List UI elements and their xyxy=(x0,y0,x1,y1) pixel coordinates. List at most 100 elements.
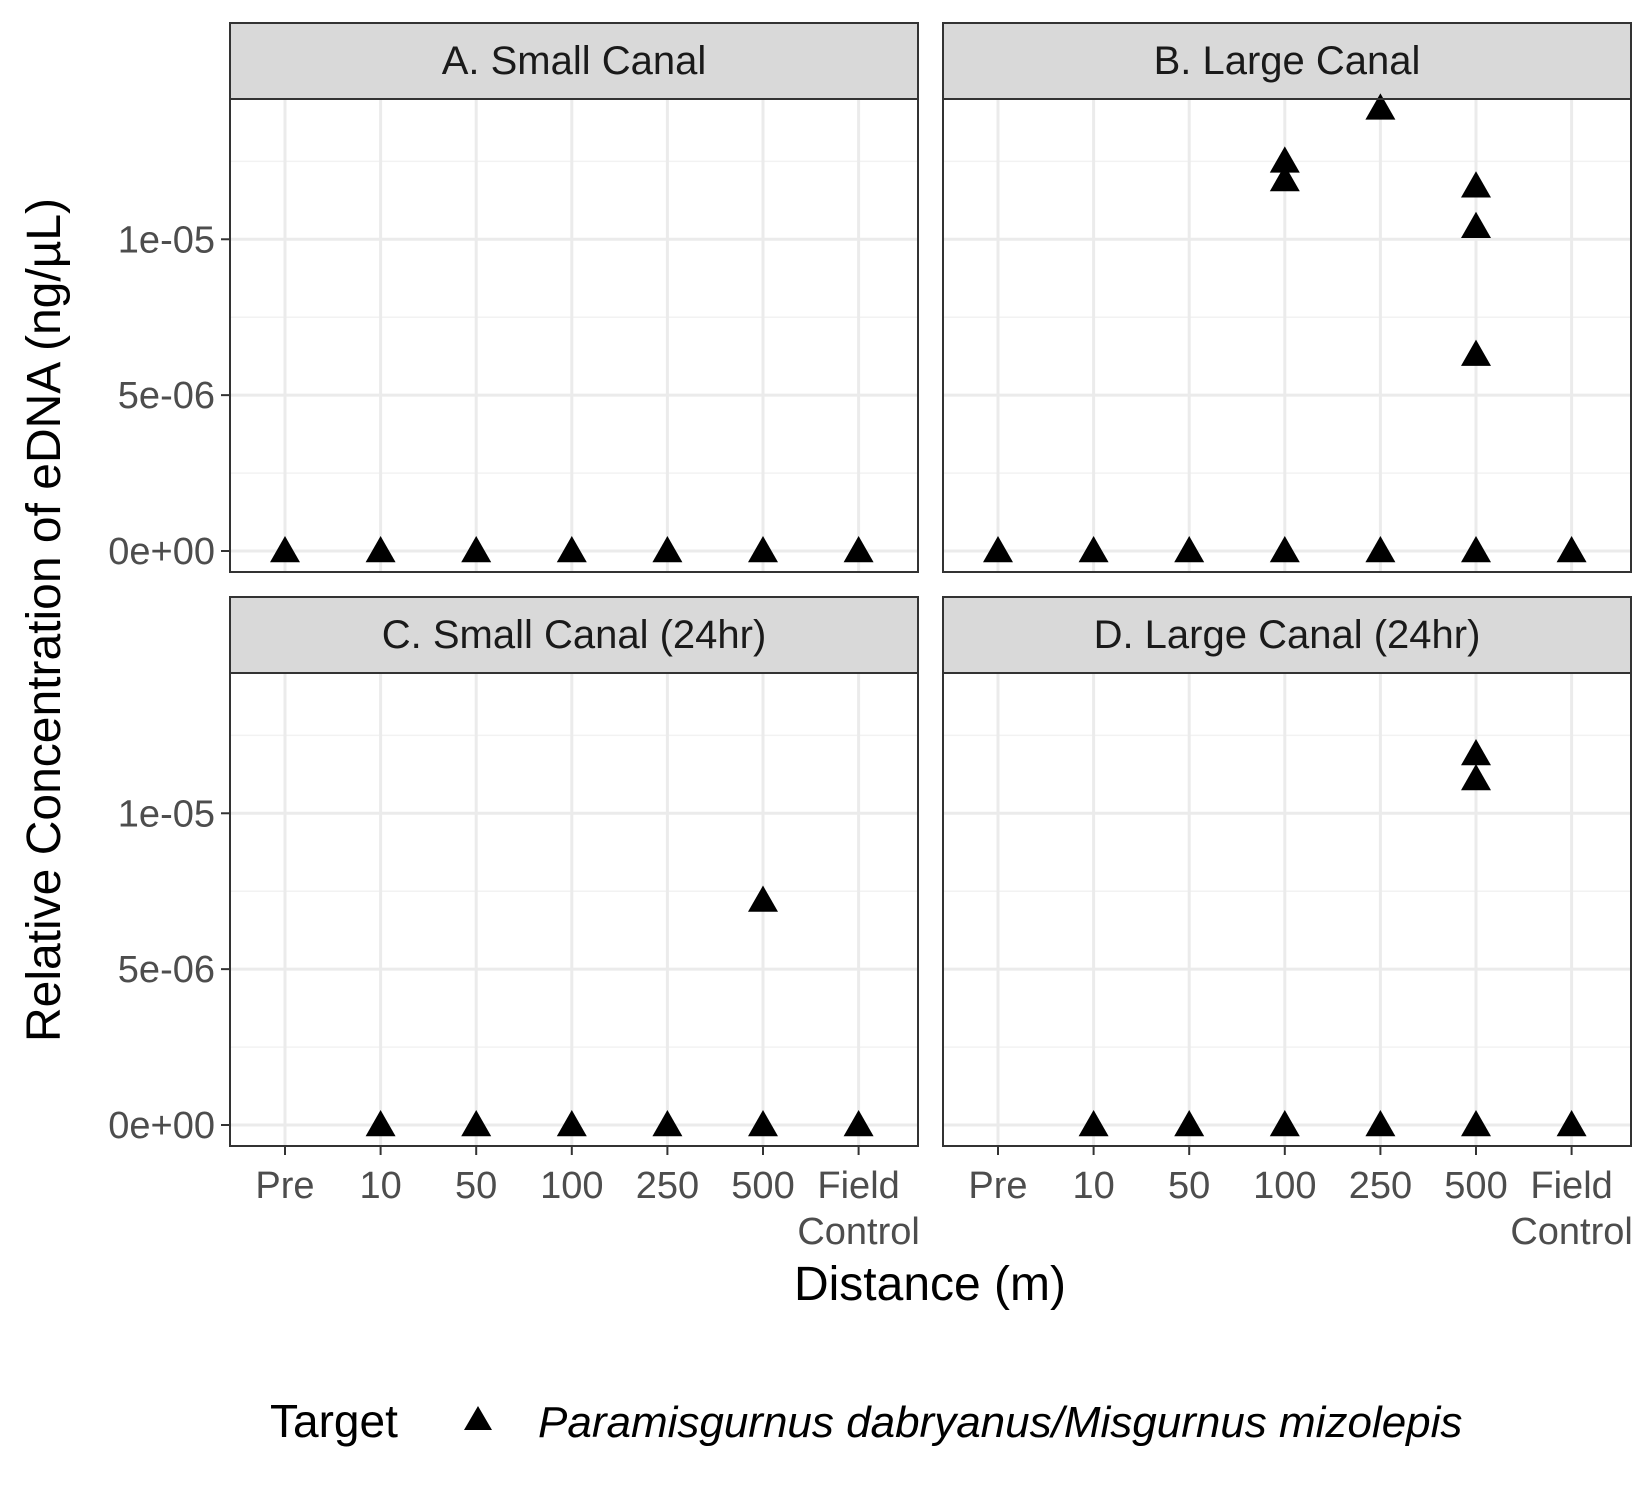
panel-border xyxy=(229,672,919,1147)
data-point xyxy=(748,1110,778,1137)
x-tick-label-line: Control xyxy=(797,1211,920,1253)
data-point xyxy=(1078,1110,1109,1137)
data-point xyxy=(1365,536,1396,563)
x-tick-label: 50 xyxy=(1168,1165,1210,1207)
x-tick-label: 500 xyxy=(1444,1165,1507,1207)
data-point xyxy=(1556,536,1587,563)
panel-2: B. Large Canal xyxy=(942,22,1632,573)
x-tick-label-line: 50 xyxy=(455,1165,497,1207)
data-point xyxy=(843,536,874,563)
data-point xyxy=(1269,146,1300,173)
y-tick-label: 1e-05 xyxy=(118,793,215,835)
data-point xyxy=(556,1110,587,1137)
y-axis-title: Relative Concentration of eDNA (ng/µL) xyxy=(18,198,71,1042)
y-tick-label: 1e-05 xyxy=(118,219,215,261)
x-tick-label: 100 xyxy=(1253,1165,1316,1207)
x-axis-title: Distance (m) xyxy=(794,1258,1066,1311)
data-point xyxy=(461,536,492,563)
x-tick-label: Pre xyxy=(255,1165,314,1207)
x-tick-label-line: 250 xyxy=(1349,1165,1412,1207)
x-tick-label-line: Pre xyxy=(968,1165,1027,1207)
y-tick-label: 0e+00 xyxy=(108,531,215,573)
x-tick-label: 10 xyxy=(359,1165,401,1207)
panel-1: A. Small Canal xyxy=(229,22,919,573)
x-tick-label: 250 xyxy=(636,1165,699,1207)
panel-title: D. Large Canal (24hr) xyxy=(1094,613,1481,657)
x-tick-label: 10 xyxy=(1072,1165,1114,1207)
x-tick-label-line: Control xyxy=(1510,1211,1633,1253)
panel-title: C. Small Canal (24hr) xyxy=(382,613,767,657)
y-tick-label: 5e-06 xyxy=(118,375,215,417)
panel-strip xyxy=(229,22,919,100)
panel-background xyxy=(943,673,1631,1146)
legend: Target Paramisgurnus dabryanus/Misgurnus… xyxy=(270,1395,1462,1447)
x-tick-label-line: 250 xyxy=(636,1165,699,1207)
panel-background xyxy=(230,673,918,1146)
x-tick-label: Pre xyxy=(968,1165,1027,1207)
data-point xyxy=(556,536,587,563)
x-tick-label: 50 xyxy=(455,1165,497,1207)
data-point xyxy=(1461,171,1491,198)
data-point xyxy=(461,1110,492,1137)
data-point xyxy=(1461,211,1491,239)
y-tick-label: 0e+00 xyxy=(108,1105,215,1147)
data-point xyxy=(1269,165,1300,192)
data-point xyxy=(748,885,778,912)
panel-title: A. Small Canal xyxy=(442,39,707,83)
x-tick-label-line: 100 xyxy=(1253,1165,1316,1207)
data-point xyxy=(748,536,778,563)
panel-3: C. Small Canal (24hr) xyxy=(229,596,919,1147)
panel-title: B. Large Canal xyxy=(1154,39,1421,83)
panels-layer: A. Small Canal B. Large Canal C. Small Can… xyxy=(229,22,1632,1147)
data-point xyxy=(1461,739,1491,766)
legend-title: Target xyxy=(270,1395,398,1447)
data-point xyxy=(1365,1110,1396,1137)
x-tick-label-line: 10 xyxy=(1072,1165,1114,1207)
data-point xyxy=(1461,339,1491,366)
data-point xyxy=(1365,93,1396,120)
y-axis-tick-labels: 0e+00 5e-06 1e-05 0e+00 5e-06 1e-05 xyxy=(108,219,230,1147)
data-point xyxy=(1461,1110,1491,1137)
panel-strip xyxy=(942,22,1632,100)
data-point xyxy=(270,536,300,563)
x-tick-label-line: Field xyxy=(1530,1165,1612,1207)
data-point xyxy=(1556,1110,1587,1137)
legend-entry-label: Paramisgurnus dabryanus/Misgurnus mizole… xyxy=(538,1398,1462,1447)
data-point xyxy=(365,1110,396,1137)
panel-strip xyxy=(942,596,1632,674)
panel-border xyxy=(942,672,1632,1147)
data-point xyxy=(1174,536,1205,563)
panel-border xyxy=(229,98,919,573)
data-point xyxy=(365,536,396,563)
x-tick-label: Field Control xyxy=(1510,1165,1633,1253)
panel-4: D. Large Canal (24hr) xyxy=(942,596,1632,1147)
x-tick-label: 100 xyxy=(540,1165,603,1207)
x-tick-label-line: 100 xyxy=(540,1165,603,1207)
legend-triangle-marker xyxy=(464,1406,492,1430)
panel-background xyxy=(230,99,918,572)
x-tick-label: Field Control xyxy=(797,1165,920,1253)
panel-strip xyxy=(229,596,919,674)
data-point xyxy=(983,536,1013,563)
x-tick-label: 500 xyxy=(731,1165,794,1207)
x-tick-label-line: 50 xyxy=(1168,1165,1210,1207)
x-tick-label-line: Field xyxy=(817,1165,899,1207)
data-point xyxy=(1174,1110,1205,1137)
data-point xyxy=(1269,536,1300,563)
data-point xyxy=(843,1110,874,1137)
data-point xyxy=(1461,536,1491,563)
data-point xyxy=(1078,536,1109,563)
panel-border xyxy=(942,98,1632,573)
x-tick-label-line: 10 xyxy=(359,1165,401,1207)
data-point xyxy=(652,1110,683,1137)
y-tick-label: 5e-06 xyxy=(118,949,215,991)
x-tick-label-line: Pre xyxy=(255,1165,314,1207)
x-tick-label-line: 500 xyxy=(1444,1165,1507,1207)
data-point xyxy=(1461,763,1491,791)
data-point xyxy=(1269,1110,1300,1137)
x-tick-label-line: 500 xyxy=(731,1165,794,1207)
data-point xyxy=(652,536,683,563)
x-tick-label: 250 xyxy=(1349,1165,1412,1207)
